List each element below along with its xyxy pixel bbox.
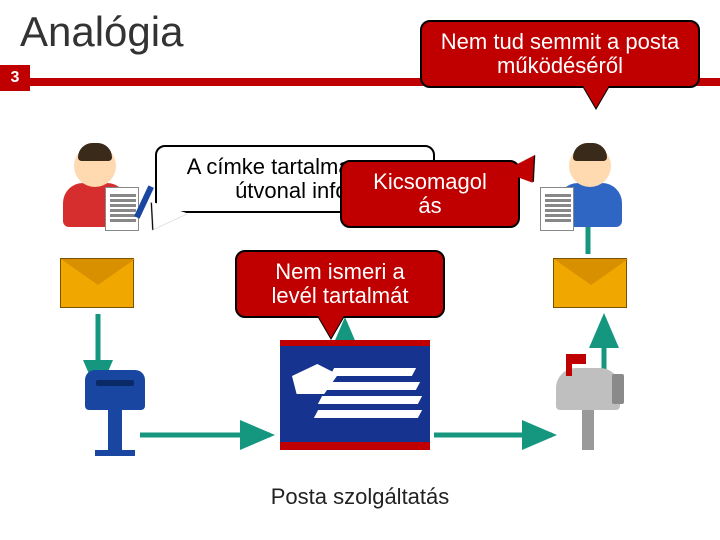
page-number: 3 [0, 65, 30, 91]
sender-icon [55, 145, 135, 235]
mailbox-receive-icon [556, 368, 620, 448]
callout-text-line1: Nem ismeri a [275, 259, 405, 284]
callout-tail [582, 84, 610, 108]
document-icon [540, 187, 574, 231]
callout-text: Nem tud semmit a posta működéséről [441, 29, 679, 78]
callout-text-line1: Kicsomagol [373, 169, 487, 194]
callout-tail [144, 202, 188, 238]
callout-text-line2: ás [418, 193, 441, 218]
callout-postal-ignorance: Nem ismeri a levél tartalmát [235, 250, 445, 318]
postal-service-logo [280, 340, 430, 450]
envelope-icon [60, 258, 134, 308]
callout-unpack: Kicsomagol ás [340, 160, 520, 228]
callout-tail [317, 314, 345, 338]
document-icon [105, 187, 139, 231]
mailbox-drop-icon [85, 370, 145, 450]
postal-service-caption: Posta szolgáltatás [0, 484, 720, 510]
callout-text-line2: levél tartalmát [272, 283, 409, 308]
eagle-icon [292, 358, 422, 428]
callout-tail [503, 147, 542, 182]
callout-receiver-ignorance: Nem tud semmit a posta működéséről [420, 20, 700, 88]
envelope-icon [553, 258, 627, 308]
receiver-icon [550, 145, 630, 235]
callout-text-line2: útvonal infor [235, 178, 355, 203]
slide-title: Analógia [20, 8, 183, 56]
